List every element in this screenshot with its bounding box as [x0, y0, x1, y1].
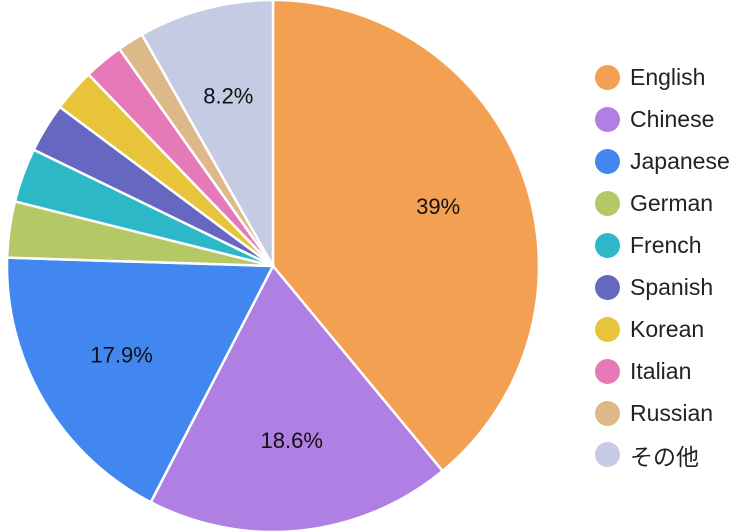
pie-data-labels: 39% 18.6% 17.9% 8.2%	[90, 84, 460, 453]
legend-item-russian[interactable]: Russian	[595, 392, 730, 434]
legend-swatch	[595, 400, 620, 426]
legend-label: French	[630, 232, 702, 258]
legend-label: Chinese	[630, 106, 715, 133]
legend-item-spanish[interactable]: Spanish	[595, 266, 730, 308]
legend-swatch	[595, 233, 620, 258]
legend-item-japanese[interactable]: Japanese	[595, 141, 730, 183]
legend-label: その他	[630, 443, 699, 470]
legend-swatch	[595, 65, 620, 91]
data-label-other-9: 8.2%	[203, 84, 253, 109]
legend-swatch	[595, 316, 620, 342]
legend-swatch	[595, 358, 620, 384]
legend-swatch	[595, 191, 620, 217]
legend-label: Italian	[630, 357, 692, 384]
legend-label: English	[630, 64, 706, 91]
legend-item-chinese[interactable]: Chinese	[595, 99, 730, 141]
legend-item-french[interactable]: French	[595, 225, 730, 267]
legend-item-german[interactable]: German	[595, 183, 730, 225]
legend-label: Japanese	[630, 148, 730, 175]
pie-slice-chinese	[149, 264, 444, 532]
legend-item-english[interactable]: English	[595, 57, 730, 99]
pie-slices	[5, 0, 541, 532]
legend-swatch	[595, 274, 620, 300]
legend: English Chinese Japanese German French Spanis…	[595, 57, 730, 476]
legend-swatch	[595, 442, 620, 468]
data-label-english: 39%	[416, 194, 460, 219]
legend-item-italian[interactable]: Italian	[595, 350, 730, 392]
legend-item-korean[interactable]: Korean	[595, 308, 730, 350]
legend-label: Russian	[630, 399, 714, 426]
legend-swatch	[595, 149, 620, 175]
legend-swatch	[595, 107, 620, 133]
legend-item-other-9[interactable]: その他	[595, 434, 730, 476]
pie-slice-other-9	[140, 0, 275, 268]
pie-slice-japanese	[5, 256, 275, 504]
legend-label: Korean	[630, 315, 705, 342]
data-label-japanese: 17.9%	[90, 342, 152, 367]
legend-label: Spanish	[630, 273, 714, 300]
pie-slice-english	[271, 0, 541, 473]
data-label-chinese: 18.6%	[261, 428, 323, 453]
legend-label: German	[630, 190, 714, 217]
